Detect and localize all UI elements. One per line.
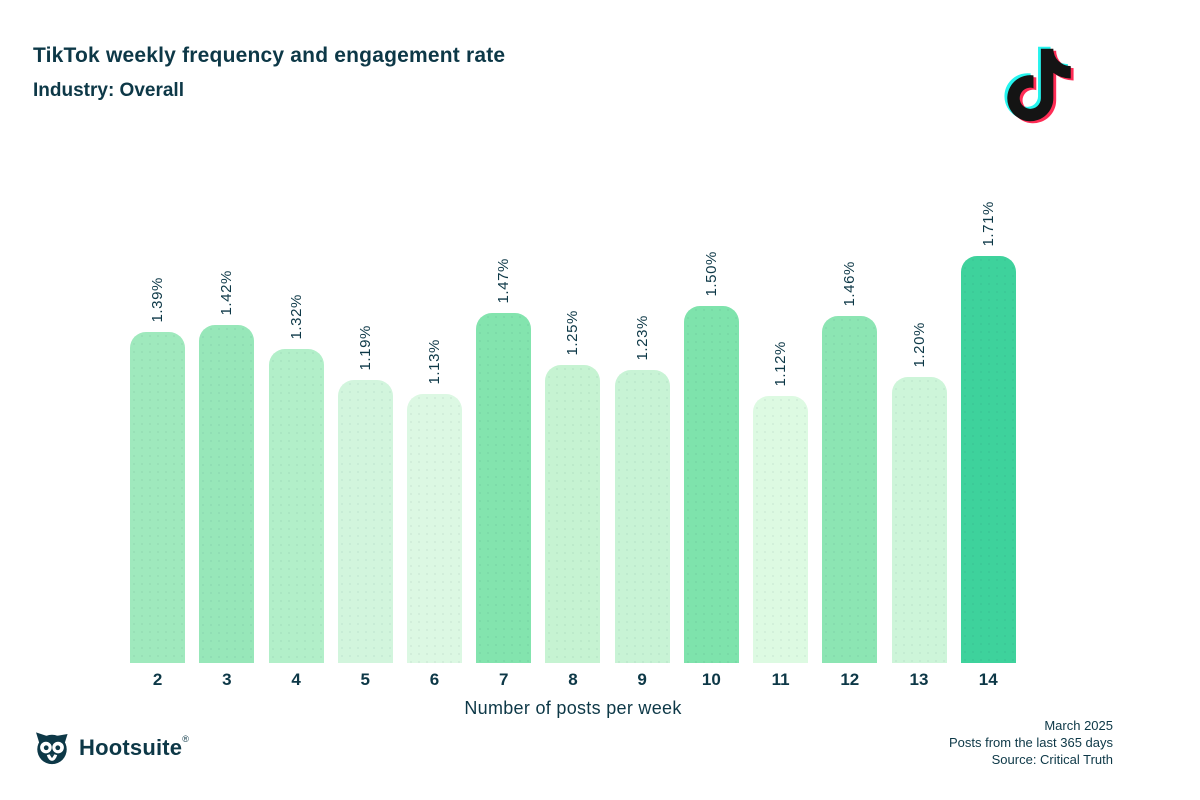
footer-notes: March 2025 Posts from the last 365 days … — [949, 717, 1113, 768]
brand-name: Hootsuite — [79, 735, 183, 760]
x-axis-ticks: 2 3 4 5 6 7 8 9 10 11 12 13 14 — [123, 670, 1023, 690]
footer-note-date: March 2025 — [1044, 718, 1113, 733]
footer-note-source: Source: Critical Truth — [991, 752, 1113, 767]
bar-value-label: 1.50% — [702, 251, 720, 297]
registered-mark: ® — [182, 733, 189, 744]
bar-value-label: 1.25% — [564, 310, 582, 356]
bar-value-label: 1.20% — [910, 322, 928, 368]
bar-column: 1.13% — [400, 163, 469, 663]
chart-subtitle: Industry: Overall — [33, 80, 184, 101]
bar-column: 1.42% — [192, 163, 261, 663]
hootsuite-logo: Hootsuite® — [33, 729, 189, 767]
bar-value-label: 1.71% — [979, 201, 997, 247]
bar-value-label: 1.46% — [841, 261, 859, 307]
x-tick-label: 9 — [637, 670, 647, 689]
x-tick-label: 13 — [909, 670, 929, 689]
bar-value-label: 1.39% — [149, 277, 167, 323]
bar-value-label: 1.23% — [633, 315, 651, 361]
x-tick-label: 14 — [978, 670, 998, 689]
bar-value-label: 1.12% — [772, 341, 790, 387]
x-tick-label: 7 — [498, 670, 509, 689]
bar-column: 1.39% — [123, 163, 192, 663]
x-tick-label: 6 — [429, 670, 440, 689]
bar — [268, 349, 324, 663]
x-tick-label: 8 — [568, 670, 578, 689]
x-tick-label: 11 — [771, 670, 790, 689]
bar-column: 1.46% — [815, 163, 884, 663]
x-tick-label: 4 — [291, 670, 301, 689]
bar-column: 1.19% — [331, 163, 400, 663]
bar-column: 1.50% — [677, 163, 746, 663]
tiktok-logo-icon — [1004, 46, 1074, 124]
x-tick-label: 2 — [152, 670, 163, 689]
bar — [337, 380, 393, 663]
owl-icon — [36, 732, 68, 765]
bar-value-label: 1.19% — [356, 325, 374, 371]
x-tick-label: 10 — [701, 670, 721, 689]
bar-column: 1.23% — [608, 163, 677, 663]
bar — [960, 256, 1016, 663]
bar — [891, 377, 947, 663]
bar — [476, 313, 532, 663]
bar-value-label: 1.47% — [495, 258, 513, 304]
bar — [199, 325, 255, 663]
x-axis-label: Number of posts per week — [464, 698, 682, 718]
x-tick-label: 3 — [222, 670, 232, 689]
bar-column: 1.25% — [538, 163, 607, 663]
bar-column: 1.71% — [954, 163, 1023, 663]
bar-chart: 1.39% 1.42% 1.32% 1.19% 1.13% 1.47% 1.25% 1.23%… — [123, 163, 1023, 663]
bar-value-label: 1.13% — [425, 339, 443, 385]
bar-column: 1.12% — [746, 163, 815, 663]
bar — [683, 306, 739, 663]
bar — [614, 370, 670, 663]
x-tick-label: 5 — [360, 670, 370, 689]
bar-column: 1.32% — [261, 163, 330, 663]
bar — [406, 394, 462, 663]
bar-value-label: 1.32% — [287, 294, 305, 340]
bar — [822, 316, 878, 663]
bar-column: 1.47% — [469, 163, 538, 663]
bar-column: 1.20% — [884, 163, 953, 663]
x-tick-label: 12 — [840, 670, 860, 689]
bar-value-label: 1.42% — [218, 270, 236, 316]
bar — [545, 365, 601, 663]
bar — [130, 332, 186, 663]
bar — [753, 396, 809, 663]
footer-note-range: Posts from the last 365 days — [948, 735, 1113, 750]
brand-wordmark: Hootsuite® — [79, 733, 189, 761]
chart-title: TikTok weekly frequency and engagement r… — [33, 44, 506, 67]
